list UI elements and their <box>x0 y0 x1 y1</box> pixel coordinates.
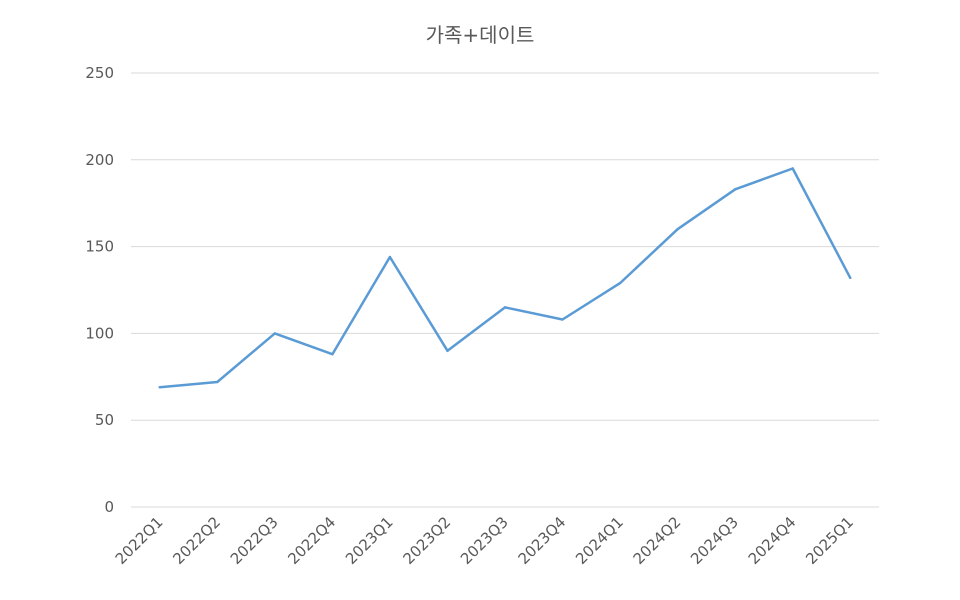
y-tick-label: 250 <box>85 64 114 82</box>
x-tick-label: 2023Q2 <box>399 513 454 568</box>
y-tick-label: 50 <box>95 411 114 429</box>
x-tick-label: 2022Q1 <box>112 513 167 568</box>
series-line <box>158 167 852 389</box>
data-point <box>446 349 449 352</box>
data-point <box>733 188 737 191</box>
x-tick-label: 2022Q3 <box>227 513 282 568</box>
y-tick-label: 150 <box>85 238 114 256</box>
x-axis-ticks: 2022Q1 2022Q2 2022Q3 2022Q4 2023Q1 2023Q2 2023… <box>112 513 857 568</box>
gridlines <box>131 72 879 508</box>
y-tick-label: 0 <box>104 498 114 516</box>
x-tick-label: 2025Q1 <box>802 513 857 568</box>
x-tick-label: 2024Q1 <box>572 513 627 568</box>
data-point <box>158 386 161 389</box>
data-point <box>849 276 852 280</box>
data-point <box>791 167 794 170</box>
x-tick-label: 2024Q3 <box>687 513 742 568</box>
y-tick-label: 200 <box>85 151 114 169</box>
chart-title: 가족+데이트 <box>426 23 535 47</box>
x-tick-label: 2023Q3 <box>457 513 512 568</box>
x-tick-label: 2024Q2 <box>630 513 685 568</box>
x-tick-label: 2023Q4 <box>515 513 570 568</box>
data-point <box>388 255 392 259</box>
y-tick-label: 100 <box>85 324 114 342</box>
x-tick-label: 2023Q1 <box>342 513 397 568</box>
data-point <box>273 332 277 335</box>
data-point <box>561 318 564 321</box>
data-point <box>676 228 679 231</box>
y-axis-ticks: 0 50 100 150 200 250 <box>85 64 114 516</box>
series-layer <box>158 167 852 389</box>
x-tick-label: 2022Q4 <box>284 513 339 568</box>
x-tick-label: 2024Q4 <box>745 513 800 568</box>
x-tick-label: 2022Q2 <box>169 513 224 568</box>
data-point <box>216 380 219 384</box>
data-point <box>331 353 334 356</box>
data-point <box>503 306 507 309</box>
data-point <box>618 281 622 285</box>
